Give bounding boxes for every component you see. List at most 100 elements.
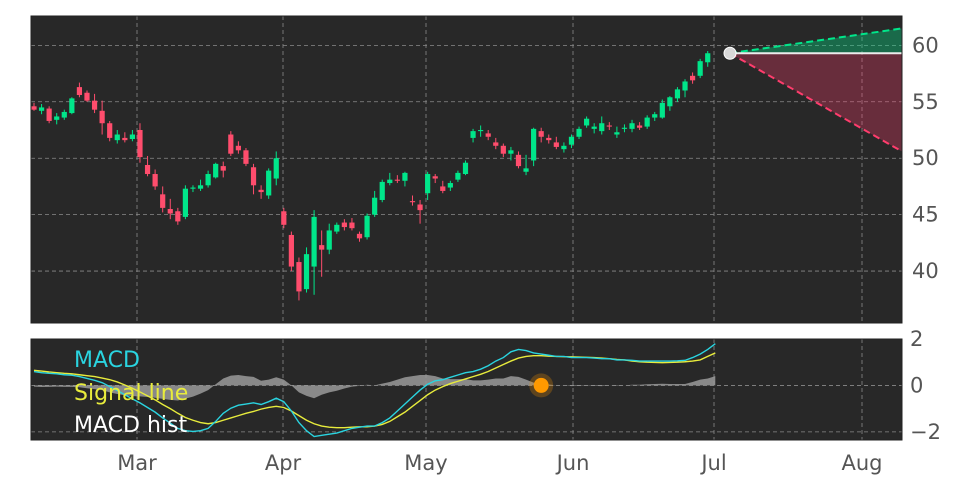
candle-body: [137, 129, 143, 158]
candle-body: [114, 134, 120, 141]
candle: [190, 185, 196, 193]
candle-body: [69, 98, 75, 114]
projection-upper-line: [729, 27, 903, 55]
candle: [531, 127, 537, 167]
candle-body: [356, 233, 363, 239]
candle-body: [38, 107, 45, 111]
candle-body: [538, 131, 544, 137]
candle: [614, 126, 620, 138]
candle-body: [409, 201, 416, 203]
price-grid: [31, 16, 902, 323]
last-close-dot: [723, 46, 737, 60]
candle-body: [394, 179, 400, 181]
macd-hist-area: [34, 374, 716, 401]
candle-body: [652, 114, 658, 118]
candle: [46, 106, 52, 124]
candle-body: [54, 116, 60, 120]
candle-body: [682, 81, 688, 91]
candle-body: [591, 126, 597, 129]
candle-body: [447, 183, 453, 188]
price-panel-frame: [30, 15, 903, 324]
candle-body: [606, 125, 612, 127]
candle: [394, 175, 400, 184]
macd-marker-dot: [533, 377, 549, 393]
candle: [553, 136, 559, 150]
candle: [493, 137, 499, 150]
candle-body: [84, 92, 90, 101]
candle: [387, 172, 393, 186]
candle: [674, 87, 681, 102]
candle: [455, 170, 461, 182]
candle: [546, 134, 552, 144]
candle-body: [182, 188, 188, 217]
projection-upper-area: [730, 28, 902, 54]
candle: [432, 174, 438, 184]
candle-body: [167, 209, 173, 214]
candle-body: [235, 145, 241, 151]
candle-body: [705, 53, 711, 63]
candle: [175, 207, 181, 225]
candle-body: [197, 185, 204, 189]
macd-lines: [33, 343, 716, 438]
candle-body: [334, 224, 340, 232]
price-y-tick-label: 50: [912, 146, 939, 170]
candle: [697, 58, 703, 79]
candle: [114, 129, 120, 144]
x-tick-label: Jun: [555, 451, 590, 475]
candle: [99, 100, 105, 135]
candle-body: [425, 174, 431, 194]
candle: [409, 195, 416, 206]
candle-body: [515, 154, 522, 167]
candle: [197, 179, 204, 191]
candle-body: [470, 131, 476, 138]
candle-body: [273, 158, 279, 179]
candle-body: [637, 125, 643, 128]
legend-macd: MACD: [74, 348, 140, 373]
x-tick-label: May: [404, 451, 447, 475]
candle-body: [288, 234, 294, 267]
candle-body: [599, 123, 605, 132]
x-tick-label: Apr: [265, 451, 302, 475]
candle: [621, 124, 628, 133]
candle-body: [258, 189, 264, 193]
candle: [599, 116, 605, 135]
candle-body: [122, 137, 128, 141]
candle-body: [205, 174, 211, 186]
candle-body: [379, 181, 385, 200]
x-tick-label: Aug: [841, 451, 882, 475]
candle: [584, 116, 590, 128]
macd-legend: MACD Signal line MACD hist: [74, 348, 188, 438]
candle: [470, 128, 476, 143]
candle-body: [455, 172, 461, 180]
candle-body: [266, 170, 272, 196]
candle-body: [228, 134, 234, 154]
candle-body: [462, 162, 469, 175]
candle: [341, 219, 347, 231]
candle-body: [31, 106, 37, 110]
candle: [508, 146, 514, 161]
candle: [523, 154, 529, 176]
candle-body: [553, 142, 559, 147]
candle-body: [614, 132, 620, 135]
candle-body: [107, 123, 113, 138]
candle: [379, 179, 385, 203]
candle: [281, 207, 287, 229]
candle-body: [213, 163, 219, 178]
candle: [273, 151, 279, 186]
candle: [591, 123, 597, 134]
candlesticks: [31, 50, 711, 301]
candle: [228, 131, 234, 156]
candle-body: [296, 262, 302, 292]
candle: [629, 119, 635, 133]
candle: [402, 171, 408, 187]
candle-body: [190, 187, 196, 189]
candle-body: [531, 128, 537, 161]
candle: [303, 247, 310, 293]
candle-body: [697, 61, 703, 76]
candle: [243, 148, 249, 167]
candle: [440, 180, 446, 194]
candle: [84, 90, 90, 102]
candle: [689, 72, 696, 84]
candle: [182, 185, 188, 220]
candle-body: [281, 211, 287, 225]
